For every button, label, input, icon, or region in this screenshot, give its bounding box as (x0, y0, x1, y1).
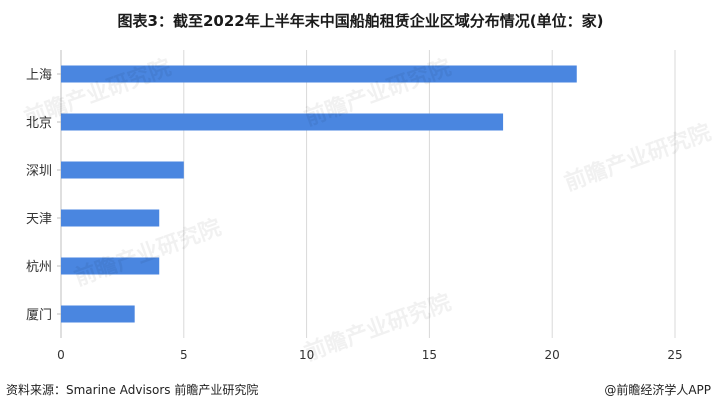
y-tick-label: 杭州 (26, 260, 52, 275)
bar (61, 113, 504, 131)
bar (61, 161, 184, 179)
y-tick-label: 深圳 (26, 164, 52, 179)
x-tick-label: 10 (299, 348, 314, 362)
credit-note: @前瞻经济学人APP (604, 383, 711, 397)
y-tick-label: 天津 (26, 212, 52, 227)
x-tick-label: 5 (180, 348, 188, 362)
x-tick-label: 0 (57, 348, 65, 362)
y-tick-label: 上海 (26, 68, 52, 83)
y-tick-label: 厦门 (26, 308, 52, 323)
x-tick-label: 15 (422, 348, 437, 362)
x-tick-label: 25 (667, 348, 682, 362)
bar (61, 65, 577, 83)
bar (61, 305, 135, 323)
y-tick-label: 北京 (26, 116, 52, 131)
bar (61, 257, 160, 275)
bar (61, 209, 160, 227)
x-tick-label: 20 (545, 348, 560, 362)
chart-title: 图表3：截至2022年上半年末中国船舶租赁企业区域分布情况(单位：家) (117, 12, 604, 30)
source-note: 资料来源：Smarine Advisors 前瞻产业研究院 (6, 383, 259, 397)
